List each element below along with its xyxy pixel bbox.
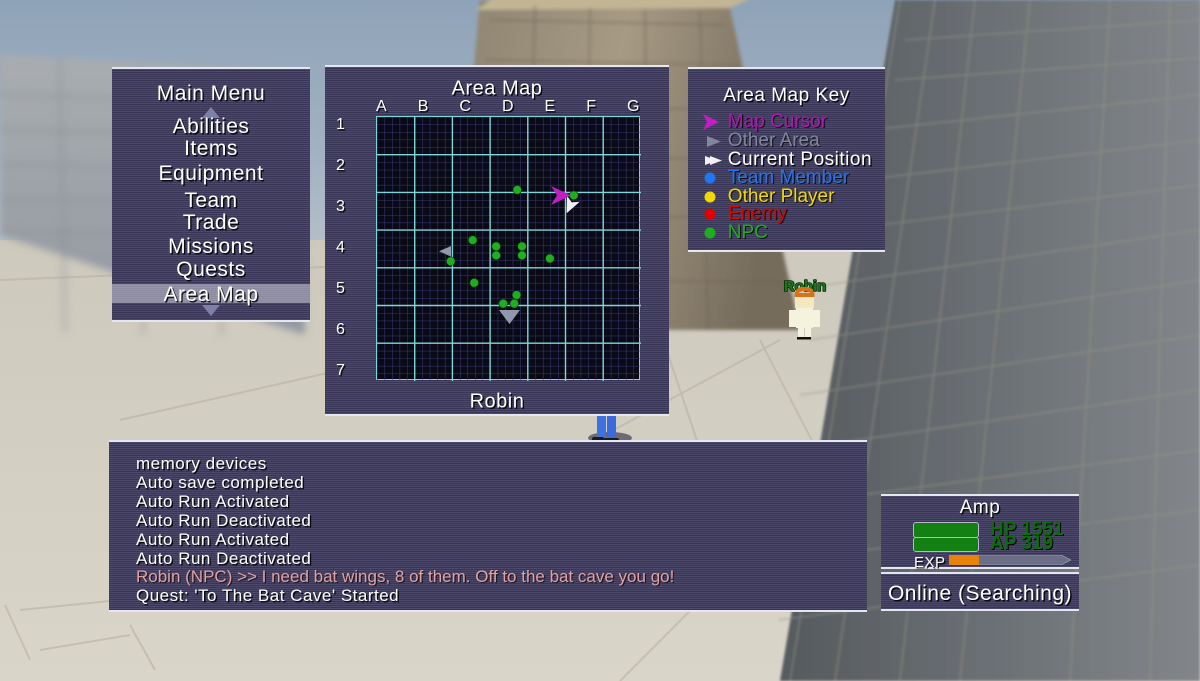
svg-text:Robin: Robin xyxy=(784,278,827,295)
